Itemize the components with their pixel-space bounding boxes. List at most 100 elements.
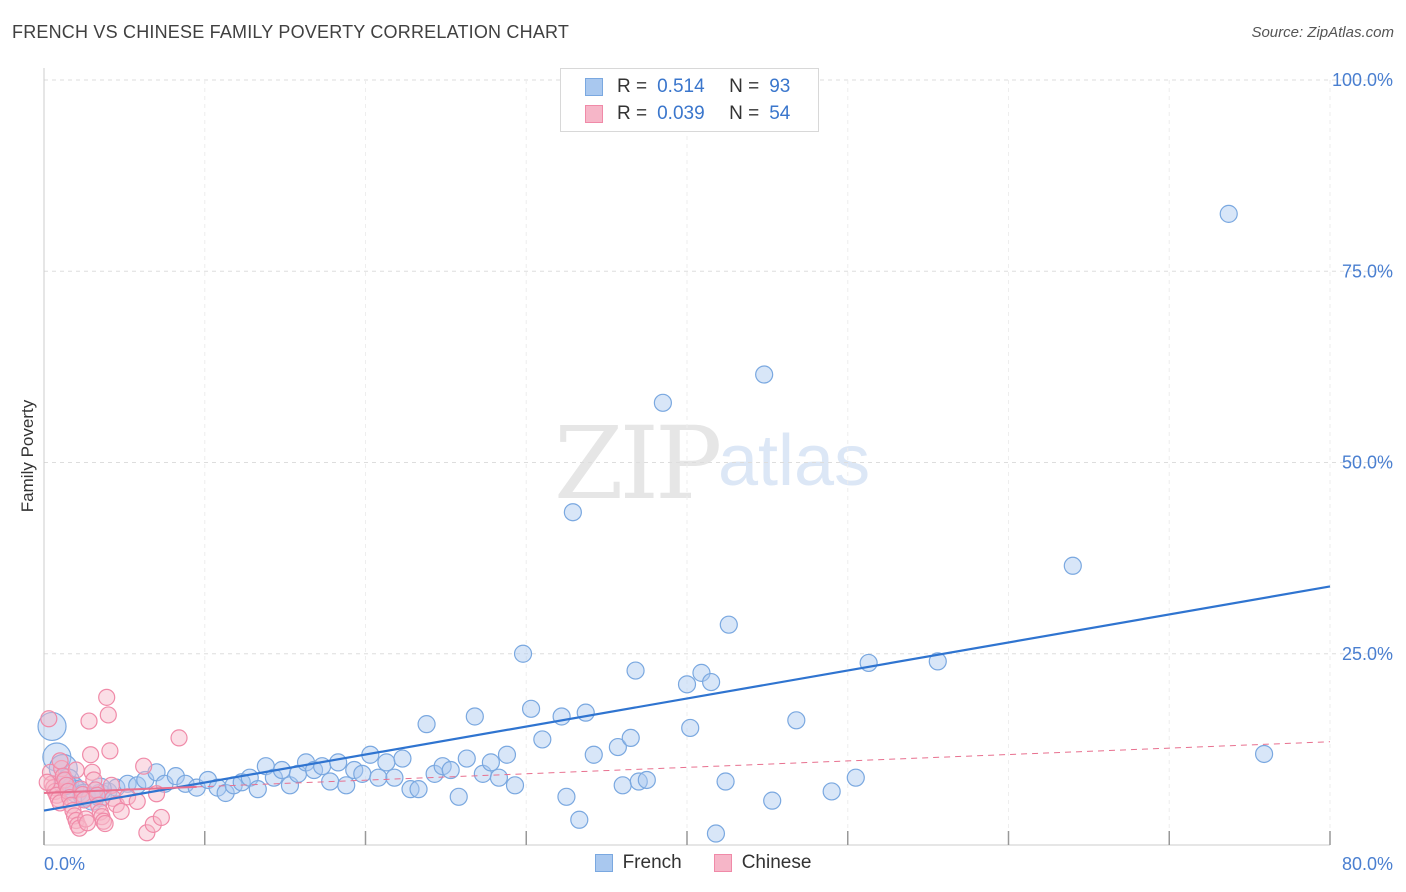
chinese-trend-solid: [43, 785, 197, 794]
grid-lines: [44, 79, 1392, 845]
chinese-swatch: [585, 105, 603, 123]
x-tick-label-min: 0.0%: [44, 854, 85, 874]
french-point: [513, 644, 533, 663]
chinese-point: [80, 712, 98, 730]
y-tick-label-1: 50.0%: [1342, 453, 1393, 473]
french-point: [822, 782, 841, 801]
legend-chinese-label: Chinese: [741, 852, 812, 873]
legend-row-french: R = 0.514 N = 93: [585, 74, 790, 100]
french-point: [626, 661, 645, 680]
x-tick-label-max: 80.0%: [1342, 854, 1393, 874]
french-r-value: 0.514: [657, 76, 705, 97]
french-point: [719, 615, 738, 634]
chinese-point: [99, 706, 117, 724]
french-point: [702, 672, 721, 692]
chinese-point: [98, 688, 116, 706]
french-point: [497, 745, 517, 764]
french-point: [755, 365, 774, 384]
french-point: [533, 730, 552, 749]
french-points: [37, 204, 1274, 843]
legend-item-chinese[interactable]: Chinese: [713, 852, 812, 874]
chinese-point: [135, 757, 153, 775]
french-point: [393, 749, 412, 768]
chinese-r-value: 0.039: [657, 103, 705, 124]
chinese-n-label: N =: [729, 103, 760, 124]
y-tick-label-3: 100.0%: [1332, 70, 1393, 90]
chinese-trend-dashed: [196, 741, 1331, 788]
french-point: [584, 745, 603, 764]
french-r-label: R =: [617, 76, 648, 97]
chinese-point: [96, 814, 114, 833]
french-point: [716, 772, 735, 791]
chinese-point: [38, 773, 56, 791]
french-point: [505, 776, 525, 795]
french-point: [337, 776, 356, 795]
french-point: [928, 652, 947, 671]
french-n-value: 93: [769, 76, 791, 97]
french-point: [613, 776, 632, 795]
y-tick-label-0: 25.0%: [1342, 644, 1393, 664]
legend-item-french[interactable]: French: [594, 852, 682, 874]
french-n-label: N =: [729, 76, 760, 97]
french-point: [557, 787, 576, 806]
chinese-point: [40, 710, 58, 728]
french-point: [570, 810, 589, 829]
french-point: [465, 707, 484, 726]
source-label: Source: ZipAtlas.com: [1251, 24, 1394, 41]
french-point: [563, 503, 582, 522]
chinese-point: [112, 802, 130, 820]
trend-lines: [43, 585, 1331, 812]
chinese-point: [152, 808, 170, 827]
french-point: [166, 767, 185, 786]
french-point: [706, 824, 726, 843]
french-point: [441, 760, 460, 780]
correlation-legend: R = 0.514 N = 93 R = 0.039 N = 54: [560, 68, 819, 132]
french-point: [637, 770, 656, 790]
legend-row-chinese: R = 0.039 N = 54: [585, 101, 790, 127]
chinese-point: [51, 752, 69, 770]
french-point: [681, 718, 700, 738]
french-point: [329, 753, 348, 772]
french-point: [385, 768, 404, 787]
french-point: [369, 768, 388, 787]
legend-chinese-swatch: [713, 854, 732, 872]
french-point: [787, 711, 806, 730]
chinese-point: [78, 814, 97, 832]
french-point: [846, 768, 865, 787]
y-tick-label-2: 75.0%: [1342, 261, 1393, 281]
french-point: [621, 728, 640, 748]
french-swatch: [585, 78, 603, 96]
french-point: [449, 787, 468, 806]
french-point: [653, 393, 672, 412]
french-point: [417, 715, 436, 734]
french-point: [763, 791, 782, 810]
french-trend-line: [43, 585, 1331, 812]
chart-title: FRENCH VS CHINESE FAMILY POVERTY CORRELA…: [12, 22, 570, 42]
french-point: [608, 737, 627, 757]
french-point: [521, 699, 541, 718]
chinese-point: [101, 742, 119, 760]
legend-french-label: French: [622, 852, 682, 873]
chinese-point: [170, 729, 188, 747]
chinese-r-label: R =: [617, 103, 648, 124]
french-point: [481, 753, 500, 772]
watermark-atlas: atlas: [718, 421, 871, 501]
french-point: [1254, 744, 1274, 764]
french-point: [576, 703, 595, 722]
watermark-zip: ZIP: [554, 405, 722, 522]
chinese-n-value: 54: [769, 103, 791, 124]
french-point: [1063, 556, 1082, 575]
french-point: [1219, 204, 1238, 223]
french-point: [409, 780, 428, 799]
french-point: [457, 749, 476, 768]
french-point: [248, 780, 267, 799]
french-point: [377, 753, 396, 772]
chinese-point: [82, 746, 100, 764]
french-point: [677, 675, 697, 694]
series-legend: French Chinese: [0, 852, 1406, 874]
chinese-points: [38, 688, 188, 842]
french-point: [489, 768, 509, 787]
chinese-point: [67, 761, 85, 779]
french-point: [692, 663, 711, 682]
